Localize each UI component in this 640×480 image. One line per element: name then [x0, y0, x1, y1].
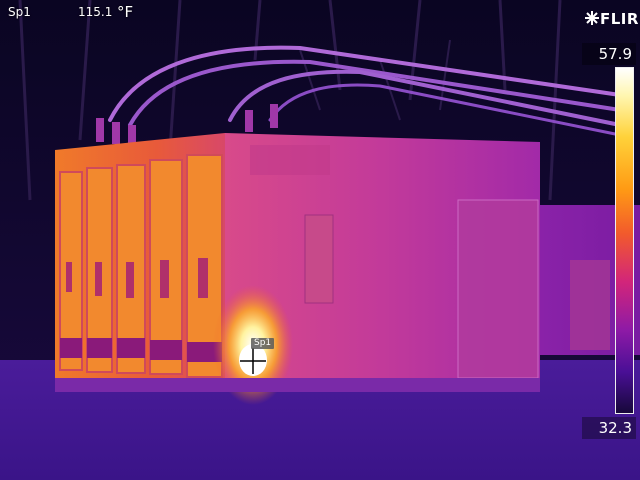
flir-logo: FLIR — [585, 10, 638, 28]
transformer-base — [55, 378, 540, 392]
transformer-bushings — [96, 104, 278, 145]
flir-snowflake-icon — [585, 11, 599, 25]
temperature-unit: °F — [117, 3, 134, 21]
scale-max-temp: 57.9 — [582, 43, 636, 65]
temperature-color-bar — [615, 67, 634, 414]
spot-crosshair[interactable] — [240, 348, 266, 374]
scale-min-temp: 32.3 — [582, 417, 636, 439]
spot-marker-label: Sp1 — [251, 338, 275, 349]
overhead-cables — [108, 45, 622, 137]
cabinet-handles — [66, 258, 208, 298]
logo-text: FLIR — [600, 10, 639, 28]
spot-meter-value: 115.1 — [78, 5, 113, 19]
spot-meter-name: Sp1 — [8, 5, 31, 19]
cabinet-vents — [60, 338, 222, 362]
tree-silhouettes — [18, 0, 562, 201]
